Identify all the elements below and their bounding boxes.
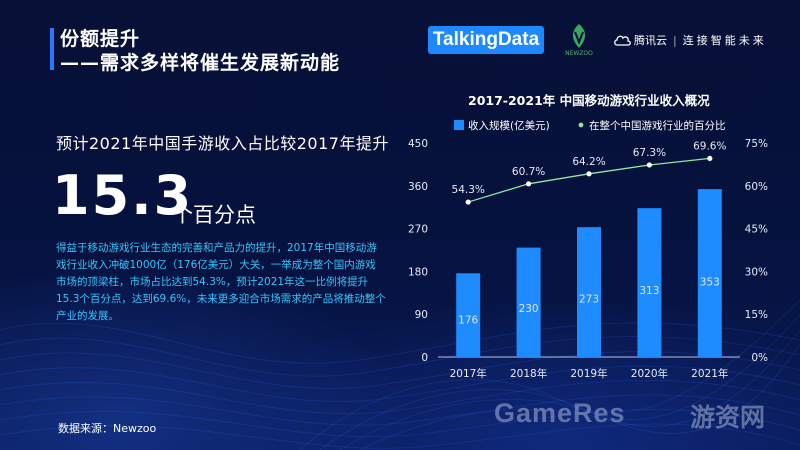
data-source: 数据来源：Newzoo [58, 422, 157, 435]
cloud-icon [614, 35, 631, 46]
percent-point [586, 171, 592, 177]
bar-value-label: 353 [700, 276, 720, 288]
y-right-tick-label: 45% [745, 224, 768, 236]
talkingdata-logo: TalkingData [428, 26, 544, 54]
bar-value-label: 313 [639, 285, 659, 297]
percent-label: 64.2% [572, 156, 605, 168]
y-right-tick-label: 15% [745, 309, 768, 321]
newzoo-logo-text: NEWZOO [565, 50, 593, 57]
percent-label: 69.6% [693, 140, 726, 152]
percent-label: 54.3% [452, 184, 485, 196]
bar [577, 227, 601, 357]
page-title: 份额提升 [60, 28, 141, 50]
tencent-cloud-slogan: 连接智能未来 [682, 34, 767, 47]
percent-point [707, 155, 713, 162]
x-tick-label: 2019年 [570, 367, 607, 380]
x-tick-label: 2020年 [631, 367, 668, 380]
x-tick-label: 2018年 [510, 367, 547, 380]
newzoo-logo-icon [572, 24, 586, 48]
y-left-tick-label: 90 [415, 309, 428, 321]
bar [456, 273, 481, 357]
bar [697, 189, 722, 357]
y-right-tick-label: 75% [745, 138, 768, 150]
bar-value-label: 230 [519, 303, 539, 315]
key-figure: 15.3 [52, 164, 194, 227]
bar-value-label: 176 [458, 314, 478, 326]
bar [516, 247, 541, 357]
watermark: GameRes [494, 398, 626, 428]
y-left-tick-label: 360 [408, 181, 428, 193]
percent-point [465, 199, 471, 205]
x-tick-label: 2017年 [450, 367, 487, 380]
percent-label: 67.3% [633, 147, 666, 159]
percent-point [646, 162, 653, 168]
chart-title: 2017-2021年 中国移动游戏行业收入概况 [468, 93, 710, 108]
key-figure-unit: 个百分点 [172, 203, 256, 227]
watermark-cn: 游资网 [690, 403, 766, 432]
percent-label: 60.7% [512, 166, 545, 178]
percent-point [526, 181, 532, 187]
legend-bar-label: 收入规模(亿美元) [468, 119, 550, 132]
y-left-tick-label: 450 [408, 138, 428, 150]
legend-line-label: 在整个中国游戏行业的百分比 [589, 119, 726, 132]
headline: 预计2021年中国手游收入占比较2017年提升 [56, 134, 389, 153]
description: 得益于移动游戏行业生态的完善和产品力的提升，2017年中国移动游戏行业收入冲破1… [56, 242, 386, 322]
y-right-tick-label: 0% [751, 352, 768, 364]
tencent-cloud-logo: 腾讯云 | 连接智能未来 [613, 32, 767, 48]
title-accent-bar [50, 28, 54, 70]
page-subtitle: ——需求多样将催生发展新动能 [60, 52, 341, 74]
legend-line-marker [578, 122, 584, 128]
bar [637, 208, 662, 357]
y-right-tick-label: 30% [745, 266, 768, 278]
y-left-tick-label: 0 [421, 352, 428, 364]
y-left-tick-label: 270 [408, 224, 428, 236]
y-right-tick-label: 60% [745, 181, 768, 193]
bar-value-label: 273 [579, 294, 599, 306]
x-tick-label: 2021年 [691, 367, 728, 380]
logo-separator: | [673, 33, 677, 47]
y-left-tick-label: 180 [408, 266, 428, 278]
legend-bar-swatch [454, 120, 464, 130]
tencent-cloud-name: 腾讯云 [634, 34, 667, 47]
